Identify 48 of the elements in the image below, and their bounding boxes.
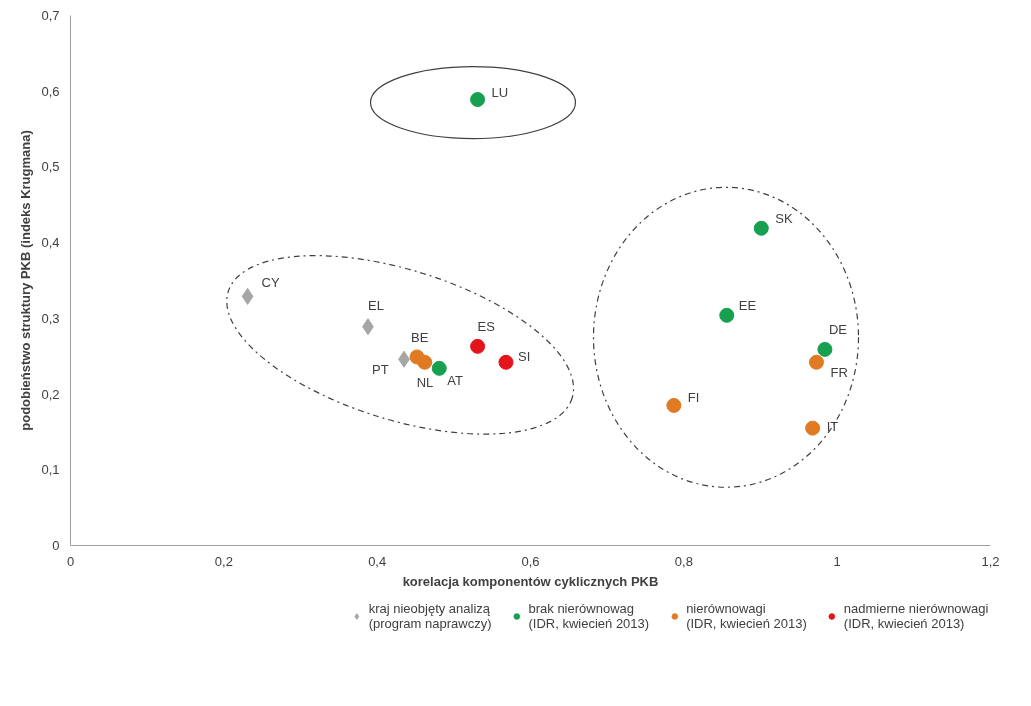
point (241, 287, 254, 305)
annotation: ES (477, 319, 496, 335)
annotation: EE (738, 298, 757, 314)
point (470, 92, 486, 108)
legend-label: kraj nieobjęty analizą (program naprawczy) (368, 601, 492, 631)
x-tick-label: 0,2 (214, 553, 233, 569)
annotation: EL (367, 297, 384, 313)
annotation: SK (775, 211, 793, 227)
point (498, 354, 514, 370)
annotation: BE (411, 329, 429, 345)
y-tick-label: 0 (52, 538, 60, 553)
y-tick-label: 0,6 (41, 83, 60, 99)
y-tick-label: 0,4 (41, 235, 60, 251)
x-tick-label: 1,2 (981, 553, 1000, 569)
point (719, 307, 735, 323)
point (753, 220, 769, 236)
y-tick-label: 0,3 (41, 310, 60, 326)
legend-label: brak nierównowag (IDR, kwiecień 2013) (528, 601, 650, 631)
point (817, 341, 833, 357)
point (470, 338, 486, 354)
annotation: FR (830, 365, 848, 381)
annotation: AT (447, 373, 463, 389)
legend-label: nadmierne nierównowagi (IDR, kwiecień 2013) (843, 601, 989, 631)
annotation: IT (826, 419, 839, 435)
annotation: FI (687, 390, 700, 406)
x-tick-label: 0,6 (521, 553, 540, 569)
point (805, 420, 821, 436)
point (431, 360, 447, 376)
y-tick-label: 0,1 (41, 462, 60, 478)
point (808, 354, 824, 370)
annotation: LU (491, 84, 509, 100)
x-tick-label: 1 (833, 553, 841, 569)
annotation: PT (372, 362, 389, 378)
legend-label: nierównowagi (IDR, kwiecień 2013) (686, 601, 807, 631)
annotation: DE (828, 322, 848, 338)
point (417, 354, 433, 370)
annotation: CY (261, 275, 280, 291)
x-tick-label: 0,8 (674, 553, 693, 569)
x-tick-label: 0,4 (368, 553, 387, 569)
annotation: NL (416, 375, 434, 391)
x-axis-title: korelacja komponentów cyklicznych PKB (402, 573, 659, 589)
y-tick-label: 0,2 (41, 386, 60, 402)
y-tick-label: 0,7 (41, 8, 60, 23)
annotation: SI (517, 349, 531, 365)
y-axis-title: podobieństwo struktury PKB (indeks Krugmana) (18, 130, 34, 431)
point (666, 397, 682, 413)
x-tick-label: 0 (66, 553, 75, 569)
y-tick-label: 0,5 (41, 159, 60, 175)
